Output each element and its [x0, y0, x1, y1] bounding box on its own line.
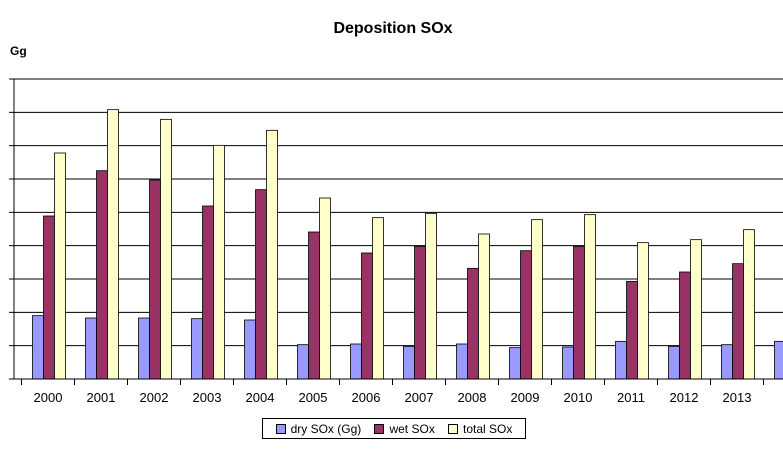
bar-total-2001 [107, 109, 119, 380]
bar-wet-2011 [626, 280, 638, 380]
bar-dry-2014 [774, 340, 783, 380]
bar-total-2011 [637, 242, 649, 380]
bar-total-2000 [54, 152, 66, 380]
bar-wet-2008 [467, 267, 479, 380]
bar-dry-2010 [562, 346, 574, 380]
x-tick-label-2006: 2006 [352, 390, 381, 405]
x-tick-label-2008: 2008 [458, 390, 487, 405]
x-tick-label-2004: 2004 [246, 390, 275, 405]
bar-wet-2006 [361, 252, 373, 380]
bar-total-2009 [531, 219, 543, 380]
legend-item-dry: dry SOx (Gg) [275, 421, 362, 436]
bar-total-2010 [584, 214, 596, 380]
legend-swatch-total [448, 423, 459, 434]
bar-wet-2012 [679, 271, 691, 380]
legend-item-total: total SOx [448, 422, 512, 436]
bar-total-2006 [372, 217, 384, 380]
legend-item-wet: wet SOx [374, 421, 435, 436]
x-tick-label-2000: 2000 [34, 390, 63, 405]
x-tick-label-2010: 2010 [564, 390, 593, 405]
bar-dry-2000 [32, 315, 44, 380]
x-tick-label-2007: 2007 [405, 390, 434, 405]
bar-dry-2004 [244, 319, 256, 380]
chart-title: Deposition SOx [333, 20, 452, 37]
legend-label-wet: wet SOx [389, 421, 435, 436]
bar-dry-2005 [297, 344, 309, 380]
bar-dry-2008 [456, 343, 468, 380]
bar-dry-2003 [191, 318, 203, 380]
x-tick-label-2003: 2003 [193, 390, 222, 405]
bar-total-2012 [690, 239, 702, 380]
bar-wet-2001 [96, 170, 108, 380]
bar-dry-2009 [509, 347, 521, 380]
x-tick-label-2002: 2002 [140, 390, 169, 405]
bar-wet-2010 [573, 245, 585, 380]
bar-total-2005 [319, 197, 331, 380]
bar-total-2002 [160, 118, 172, 380]
x-tick-label-2011: 2011 [617, 390, 645, 405]
bar-dry-2012 [668, 345, 680, 380]
bar-dry-2007 [403, 345, 415, 380]
x-tick-label-2009: 2009 [511, 390, 540, 405]
bar-wet-2000 [43, 215, 55, 380]
bar-dry-2006 [350, 343, 362, 380]
bar-dry-2013 [721, 344, 733, 380]
bar-wet-2009 [520, 250, 532, 380]
bar-wet-2002 [149, 179, 161, 380]
x-tick-label-2013: 2013 [723, 390, 752, 405]
bar-wet-2004 [255, 189, 267, 380]
bar-total-2013 [743, 229, 755, 380]
bar-total-2007 [425, 212, 437, 380]
x-tick-label-2012: 2012 [670, 390, 699, 405]
bar-total-2003 [213, 144, 225, 380]
legend-label-total: total SOx [463, 421, 513, 436]
x-tick-label-2001: 2001 [87, 390, 116, 405]
x-tick-label-2005: 2005 [299, 390, 328, 405]
bar-dry-2001 [85, 317, 97, 380]
legend-swatch-dry [275, 423, 286, 434]
bar-wet-2005 [308, 231, 320, 380]
y-axis-label: Gg [10, 44, 27, 58]
bar-dry-2011 [615, 340, 627, 380]
bar-dry-2002 [138, 317, 150, 380]
bar-wet-2013 [732, 263, 744, 380]
legend-label-dry: dry SOx (Gg) [290, 421, 362, 436]
bar-total-2008 [478, 233, 490, 380]
bar-wet-2003 [202, 205, 214, 380]
bar-wet-2007 [414, 245, 426, 380]
legend: dry SOx (Gg) wet SOx total SOx [262, 418, 526, 439]
bar-total-2004 [266, 129, 278, 380]
legend-swatch-wet [374, 423, 385, 434]
